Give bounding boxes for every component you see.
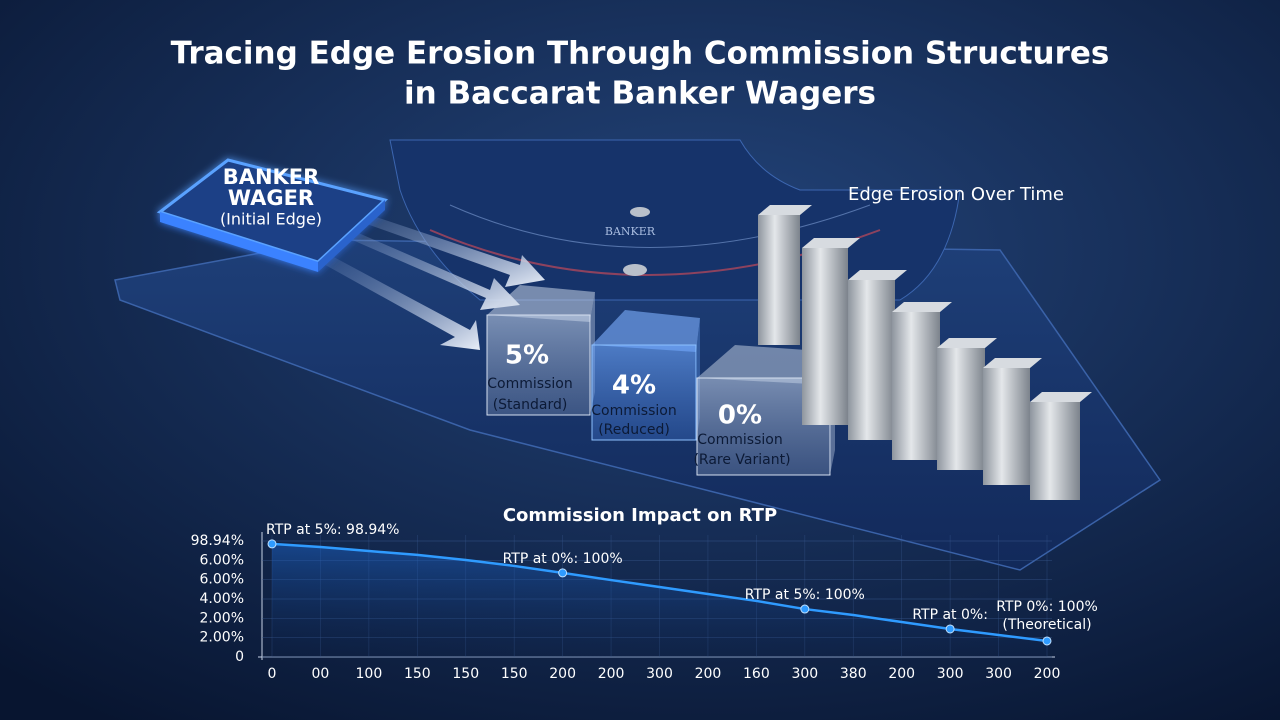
line-area [272,543,1047,657]
table-label: BANKER [605,225,656,238]
box-label: Commission [697,432,782,448]
annotation: RTP at 0%: [912,607,988,623]
chip [630,207,650,217]
x-tick-label: 200 [695,666,722,682]
chip [623,264,647,276]
bars-3d [758,205,1092,500]
annotation: RTP 0%: 100% [996,599,1098,615]
box-label: Commission [487,376,572,392]
title: Tracing Edge Erosion Through Commission … [171,36,1110,72]
wager-label: BANKER [223,165,320,189]
wager-box [156,158,389,272]
chart-title: Commission Impact on RTP [503,505,777,526]
x-tick-label: 150 [404,666,431,682]
title: in Baccarat Banker Wagers [404,76,876,112]
bars-title: Edge Erosion Over Time [848,184,1064,205]
box-label: Commission [591,403,676,419]
box-note: (Standard) [493,397,568,413]
box [591,310,700,441]
y-tick-label: 6.00% [200,552,244,568]
y-tick-label: 2.00% [200,610,244,626]
arrow [350,210,545,287]
y-tick-label: 0 [235,649,244,665]
x-tick-label: 300 [985,666,1012,682]
annotation: RTP at 5%: 100% [745,587,865,603]
point [267,539,277,549]
point [1042,636,1052,646]
x-tick-label: 0 [268,666,277,682]
x-tick-label: 300 [937,666,964,682]
x-tick-label: 300 [791,666,818,682]
y-tick-label: 4.00% [200,591,244,607]
y-tick-label: 2.00% [200,630,244,646]
x-tick-label: 380 [840,666,867,682]
point [558,568,568,578]
box [486,285,595,416]
x-tick-label: 200 [888,666,915,682]
x-tick-label: 300 [646,666,673,682]
annotation: (Theoretical) [1002,617,1091,633]
wager-label: WAGER [228,186,314,210]
x-tick-label: 150 [452,666,479,682]
box-rate: 5% [505,341,549,371]
plot: 02.00%2.00%4.00%6.00%6.00%98.94%0 00 100 15… [191,522,1098,682]
x-tick-label: 200 [1034,666,1061,682]
x-tick-label: 00 [312,666,330,682]
point [800,604,810,614]
arrow [334,225,520,310]
arrow [320,255,480,350]
x-tick-label: 200 [549,666,576,682]
y-tick-label: 6.00% [200,572,244,588]
line [271,542,1048,643]
point [945,624,955,634]
y-tick-label: 98.94% [191,533,244,549]
x-tick-label: 160 [743,666,770,682]
table-arc [449,204,871,248]
box-rate: 4% [612,371,656,401]
box-note: (Reduced) [598,422,670,438]
annotation: RTP at 5%: 98.94% [266,522,399,538]
wager-note: (Initial Edge) [220,210,322,229]
x-tick-label: 150 [501,666,528,682]
box-note: (Rare Variant) [693,452,790,468]
box-rate: 0% [718,401,762,431]
annotation: RTP at 0%: 100% [503,551,623,567]
x-tick-label: 200 [598,666,625,682]
x-tick-label: 100 [356,666,383,682]
